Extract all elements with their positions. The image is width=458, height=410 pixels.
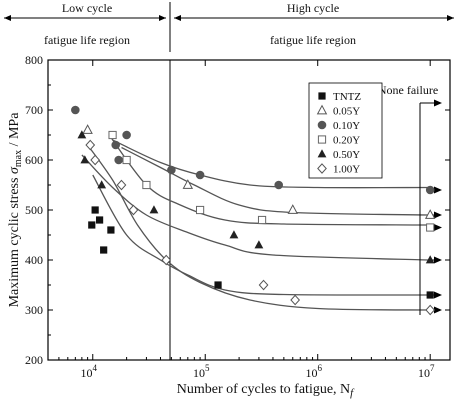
legend-label-010y: 0.10Y xyxy=(333,120,360,132)
runout-arrowhead-020y xyxy=(434,224,442,231)
data-point-050y xyxy=(80,155,90,164)
fit-curve-050y xyxy=(81,154,431,261)
data-point-010y xyxy=(111,140,121,150)
fit-curve-005y xyxy=(121,146,431,216)
legend-marker-tntz xyxy=(318,92,326,100)
data-point-100y xyxy=(116,179,127,191)
data-point-100y xyxy=(290,294,301,306)
runout-arrowhead-010y xyxy=(434,186,442,194)
x-tick-label: 106 xyxy=(305,363,322,380)
y-tick-label: 700 xyxy=(25,103,43,117)
y-tick-label: 800 xyxy=(25,53,43,67)
data-point-050y xyxy=(149,205,159,214)
legend-label-020y: 0.20Y xyxy=(333,135,360,147)
x-tick-label: 107 xyxy=(418,363,435,380)
data-point-020y xyxy=(142,180,151,190)
y-tick-label: 200 xyxy=(25,353,43,367)
data-markers xyxy=(71,105,436,316)
data-point-100y xyxy=(258,279,269,291)
runout-arrowhead-100y xyxy=(434,306,442,314)
data-point-010y xyxy=(425,185,435,195)
plot-frame xyxy=(47,59,451,361)
none-failure-arrowhead xyxy=(434,99,442,107)
none-failure-label: None failure xyxy=(378,83,438,97)
runout-arrows xyxy=(430,186,442,314)
y-tick-label: 400 xyxy=(25,253,43,267)
y-tick-label: 500 xyxy=(25,203,43,217)
fit-curve-100y xyxy=(87,144,431,311)
data-point-010y xyxy=(71,105,80,115)
none-failure-annotation: None failure xyxy=(378,83,442,315)
data-point-tntz xyxy=(88,221,96,229)
high-cycle-label-2: fatigue life region xyxy=(270,33,356,47)
data-point-050y xyxy=(229,230,239,239)
fit-curve-010y xyxy=(112,139,431,189)
fit-curve-tntz xyxy=(92,174,431,296)
runout-arrowhead-tntz xyxy=(434,291,442,299)
data-point-020y xyxy=(122,155,131,165)
legend-label-050y: 0.50Y xyxy=(333,149,360,161)
data-point-tntz xyxy=(107,226,115,234)
legend-label-005y: 0.05Y xyxy=(333,106,360,118)
data-point-100y xyxy=(128,204,139,216)
data-point-005y xyxy=(182,179,194,189)
data-point-050y xyxy=(77,130,87,139)
data-point-tntz xyxy=(426,291,434,299)
runout-arrowhead-050y xyxy=(434,256,442,264)
low-cycle-arrow-left xyxy=(4,15,11,21)
data-point-100y xyxy=(425,304,436,316)
data-point-010y xyxy=(122,130,131,140)
data-point-005y xyxy=(287,204,298,214)
legend: TNTZ 0.05Y 0.10Y 0.20Y 0.50Y 1.00Y xyxy=(308,82,383,179)
data-point-010y xyxy=(167,165,176,175)
data-point-020y xyxy=(108,130,117,140)
data-point-010y xyxy=(274,180,284,190)
data-point-050y xyxy=(425,255,435,264)
low-cycle-arrow-right xyxy=(159,15,166,21)
y-tick-label: 600 xyxy=(25,153,43,167)
high-cycle-label-1: High cycle xyxy=(287,1,339,15)
y-axis-title: Maximum cyclic stress σmax / MPa xyxy=(7,112,24,308)
legend-label-100y: 1.00Y xyxy=(333,164,360,176)
data-point-tntz xyxy=(100,246,108,254)
data-point-tntz xyxy=(95,216,104,224)
legend-marker-050y xyxy=(317,149,327,158)
legend-label-tntz: TNTZ xyxy=(333,91,361,103)
high-cycle-arrow-right xyxy=(447,15,454,21)
data-point-050y xyxy=(254,240,264,249)
axes: 200 300 400 500 600 700 800 104 105 106 107 xyxy=(25,53,450,380)
data-point-100y xyxy=(85,139,96,151)
legend-marker-005y xyxy=(316,104,328,115)
data-point-020y xyxy=(195,205,205,215)
legend-marker-020y xyxy=(317,135,327,144)
data-point-020y xyxy=(257,215,267,225)
data-point-tntz xyxy=(214,281,222,289)
x-tick-label: 104 xyxy=(81,363,98,380)
data-point-010y xyxy=(195,170,205,180)
data-point-005y xyxy=(82,124,93,134)
low-cycle-label-1: Low cycle xyxy=(62,1,112,15)
data-point-005y xyxy=(424,209,436,219)
legend-marker-100y xyxy=(317,163,327,174)
high-cycle-arrow-left xyxy=(174,15,181,21)
runout-arrowhead-005y xyxy=(434,211,442,219)
data-point-020y xyxy=(426,223,435,232)
data-point-100y xyxy=(161,254,172,266)
x-axis-title: Number of cycles to fatigue, Nf xyxy=(177,382,355,399)
data-point-tntz xyxy=(91,206,99,214)
data-point-050y xyxy=(97,180,107,189)
region-header: Low cycle fatigue life region High cycle… xyxy=(4,1,454,360)
y-tick-label: 300 xyxy=(25,303,43,317)
data-point-100y xyxy=(90,154,101,166)
data-point-010y xyxy=(114,155,123,165)
legend-marker-010y xyxy=(317,120,327,130)
low-cycle-label-2: fatigue life region xyxy=(44,33,130,47)
x-tick-label: 105 xyxy=(193,363,210,380)
